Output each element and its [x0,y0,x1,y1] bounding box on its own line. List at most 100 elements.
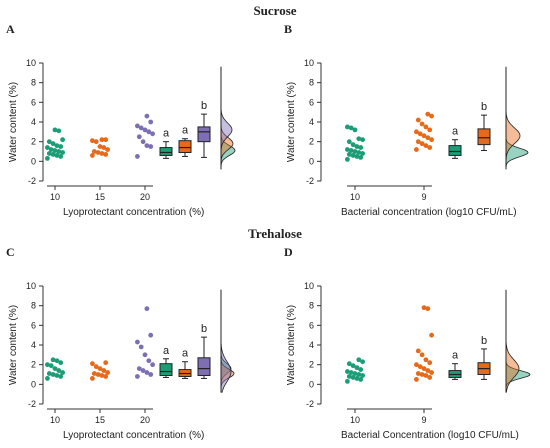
data-point-a [52,127,58,133]
data-point-c [99,373,105,378]
y-tick-label-b: 4 [309,117,314,127]
y-tick-label-a: 10 [26,58,36,68]
data-point-b [350,142,356,148]
data-point-d [358,377,364,382]
y-tick-label-c: 8 [31,301,36,311]
y-tick-label-b: -2 [306,176,314,186]
box-body-b [477,128,491,146]
x-tick-label-a: 20 [140,192,150,202]
data-point-a [58,154,64,159]
data-point-b [358,155,364,160]
data-point-d [429,332,434,338]
data-point-d [345,378,350,384]
data-point-b [427,127,433,133]
x-axis-label-c: Lyoprotectant concentration (%) [63,430,204,441]
data-point-d [358,367,364,372]
data-point-d [425,368,431,373]
data-point-b [417,131,423,137]
data-point-c [54,358,60,364]
data-point-a [50,141,56,147]
data-point-a [60,150,65,155]
data-point-a [45,145,50,150]
x-tick-label-c: 15 [95,415,105,425]
data-point-c [103,374,109,379]
data-point-b [350,153,356,158]
data-point-b [414,129,419,135]
y-tick-label-c: 0 [31,379,36,389]
data-point-d [356,372,362,377]
data-point-a [146,129,152,135]
data-point-d [352,371,358,376]
data-point-d [423,357,429,363]
data-point-a [150,131,156,137]
panel-letter-c: C [6,245,15,259]
data-point-b [356,150,362,155]
panel-letter-b: B [284,22,293,36]
data-point-d [415,348,421,354]
data-point-a [99,137,105,143]
data-point-a [54,143,60,149]
data-point-c [58,360,64,366]
density-curve-b [505,66,529,170]
y-tick-label-c: 4 [31,340,36,350]
data-point-b [356,136,362,142]
x-tick-label-a: 10 [50,192,60,202]
data-point-a [148,144,154,149]
data-point-a [52,148,58,153]
data-point-d [346,374,352,379]
data-point-c [144,370,150,375]
data-point-c [101,368,107,373]
y-tick-label-d: 8 [309,301,314,311]
y-axis-label-b: Water content (%) [286,82,297,162]
significance-letter-c: a [163,345,170,357]
data-point-a [60,137,65,143]
data-point-c [95,372,101,377]
y-tick-label-b: 0 [309,156,314,166]
data-point-a [95,150,101,155]
panel-letter-d: D [284,245,293,259]
y-tick-label-d: 2 [309,360,314,370]
data-point-c [45,362,50,368]
data-point-b [352,149,358,154]
data-point-d [415,371,421,376]
y-tick-label-d: 10 [304,281,314,291]
data-point-c [142,352,148,358]
significance-letter-a: b [201,100,207,112]
x-tick-label-c: 10 [50,415,60,425]
data-point-d [423,373,429,378]
data-point-c [58,374,64,379]
data-point-c [90,376,95,381]
data-point-a [56,128,62,134]
data-point-c [135,374,140,379]
data-point-a [91,149,97,154]
data-point-d [427,375,433,380]
data-point-b [346,152,352,157]
data-point-a [135,154,140,159]
data-point-d [360,359,365,365]
data-point-b [429,113,434,119]
data-point-d [350,363,356,369]
data-point-b [415,117,421,123]
data-point-a [54,153,60,158]
data-point-a [46,139,52,145]
data-point-c [103,360,109,366]
data-point-a [103,152,109,157]
data-point-b [425,111,431,117]
y-tick-label-b: 6 [309,97,314,107]
box-body-a [197,126,211,143]
data-point-a [135,123,140,129]
data-point-d [417,364,423,370]
data-point-d [345,369,350,374]
data-point-c [140,368,146,373]
data-point-a [46,151,52,156]
data-point-c [50,357,56,363]
x-axis-label-a: Lyoprotectant concentration (%) [63,207,204,218]
data-point-c [52,366,58,371]
data-point-c [135,339,140,345]
y-tick-label-c: 10 [26,281,36,291]
data-point-c [90,361,95,367]
data-point-a [136,134,142,140]
data-point-a [90,153,95,158]
data-point-a [50,152,56,157]
data-point-c [50,372,56,377]
